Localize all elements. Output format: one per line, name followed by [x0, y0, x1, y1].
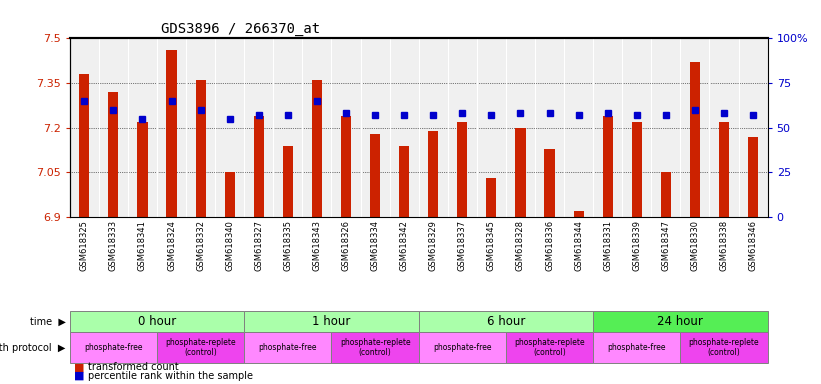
Bar [516, 127, 525, 217]
Text: 24 hour: 24 hour [658, 315, 704, 328]
Bar [137, 122, 148, 217]
Bar [603, 116, 612, 217]
Bar [544, 149, 555, 217]
Bar [225, 172, 235, 217]
Bar [157, 332, 245, 363]
Bar [419, 332, 506, 363]
Text: 0 hour: 0 hour [138, 315, 177, 328]
Text: phosphate-free: phosphate-free [84, 343, 143, 352]
Text: 1 hour: 1 hour [312, 315, 351, 328]
Bar [108, 92, 118, 217]
Text: phosphate-replete
(control): phosphate-replete (control) [165, 338, 236, 357]
Bar [690, 62, 700, 217]
Text: 6 hour: 6 hour [487, 315, 525, 328]
Text: ■: ■ [74, 371, 85, 381]
Bar [195, 80, 206, 217]
Bar [419, 311, 594, 332]
Bar [80, 74, 89, 217]
Bar [631, 122, 642, 217]
Text: transformed count: transformed count [88, 362, 179, 372]
Text: percentile rank within the sample: percentile rank within the sample [88, 371, 253, 381]
Text: GDS3896 / 266370_at: GDS3896 / 266370_at [161, 22, 319, 36]
Bar [506, 332, 594, 363]
Bar [719, 122, 729, 217]
Text: ■: ■ [74, 362, 85, 372]
Bar [254, 116, 264, 217]
Text: phosphate-replete
(control): phosphate-replete (control) [340, 338, 410, 357]
Bar [748, 137, 758, 217]
Bar [593, 311, 768, 332]
Bar [70, 311, 245, 332]
Bar [399, 146, 409, 217]
Bar [312, 80, 322, 217]
Text: time  ▶: time ▶ [30, 316, 66, 327]
Text: growth protocol  ▶: growth protocol ▶ [0, 343, 66, 353]
Bar [457, 122, 467, 217]
Text: phosphate-replete
(control): phosphate-replete (control) [514, 338, 585, 357]
Bar [282, 146, 293, 217]
Text: phosphate-free: phosphate-free [608, 343, 666, 352]
Bar [661, 172, 671, 217]
Bar [245, 311, 419, 332]
Bar [167, 50, 177, 217]
Text: phosphate-free: phosphate-free [433, 343, 492, 352]
Text: phosphate-replete
(control): phosphate-replete (control) [689, 338, 759, 357]
Bar [486, 178, 497, 217]
Text: phosphate-free: phosphate-free [259, 343, 317, 352]
Bar [70, 332, 157, 363]
Bar [370, 134, 380, 217]
Bar [245, 332, 332, 363]
Bar [341, 116, 351, 217]
Bar [593, 332, 681, 363]
Bar [332, 332, 419, 363]
Bar [574, 211, 584, 217]
Bar [429, 131, 438, 217]
Bar [681, 332, 768, 363]
